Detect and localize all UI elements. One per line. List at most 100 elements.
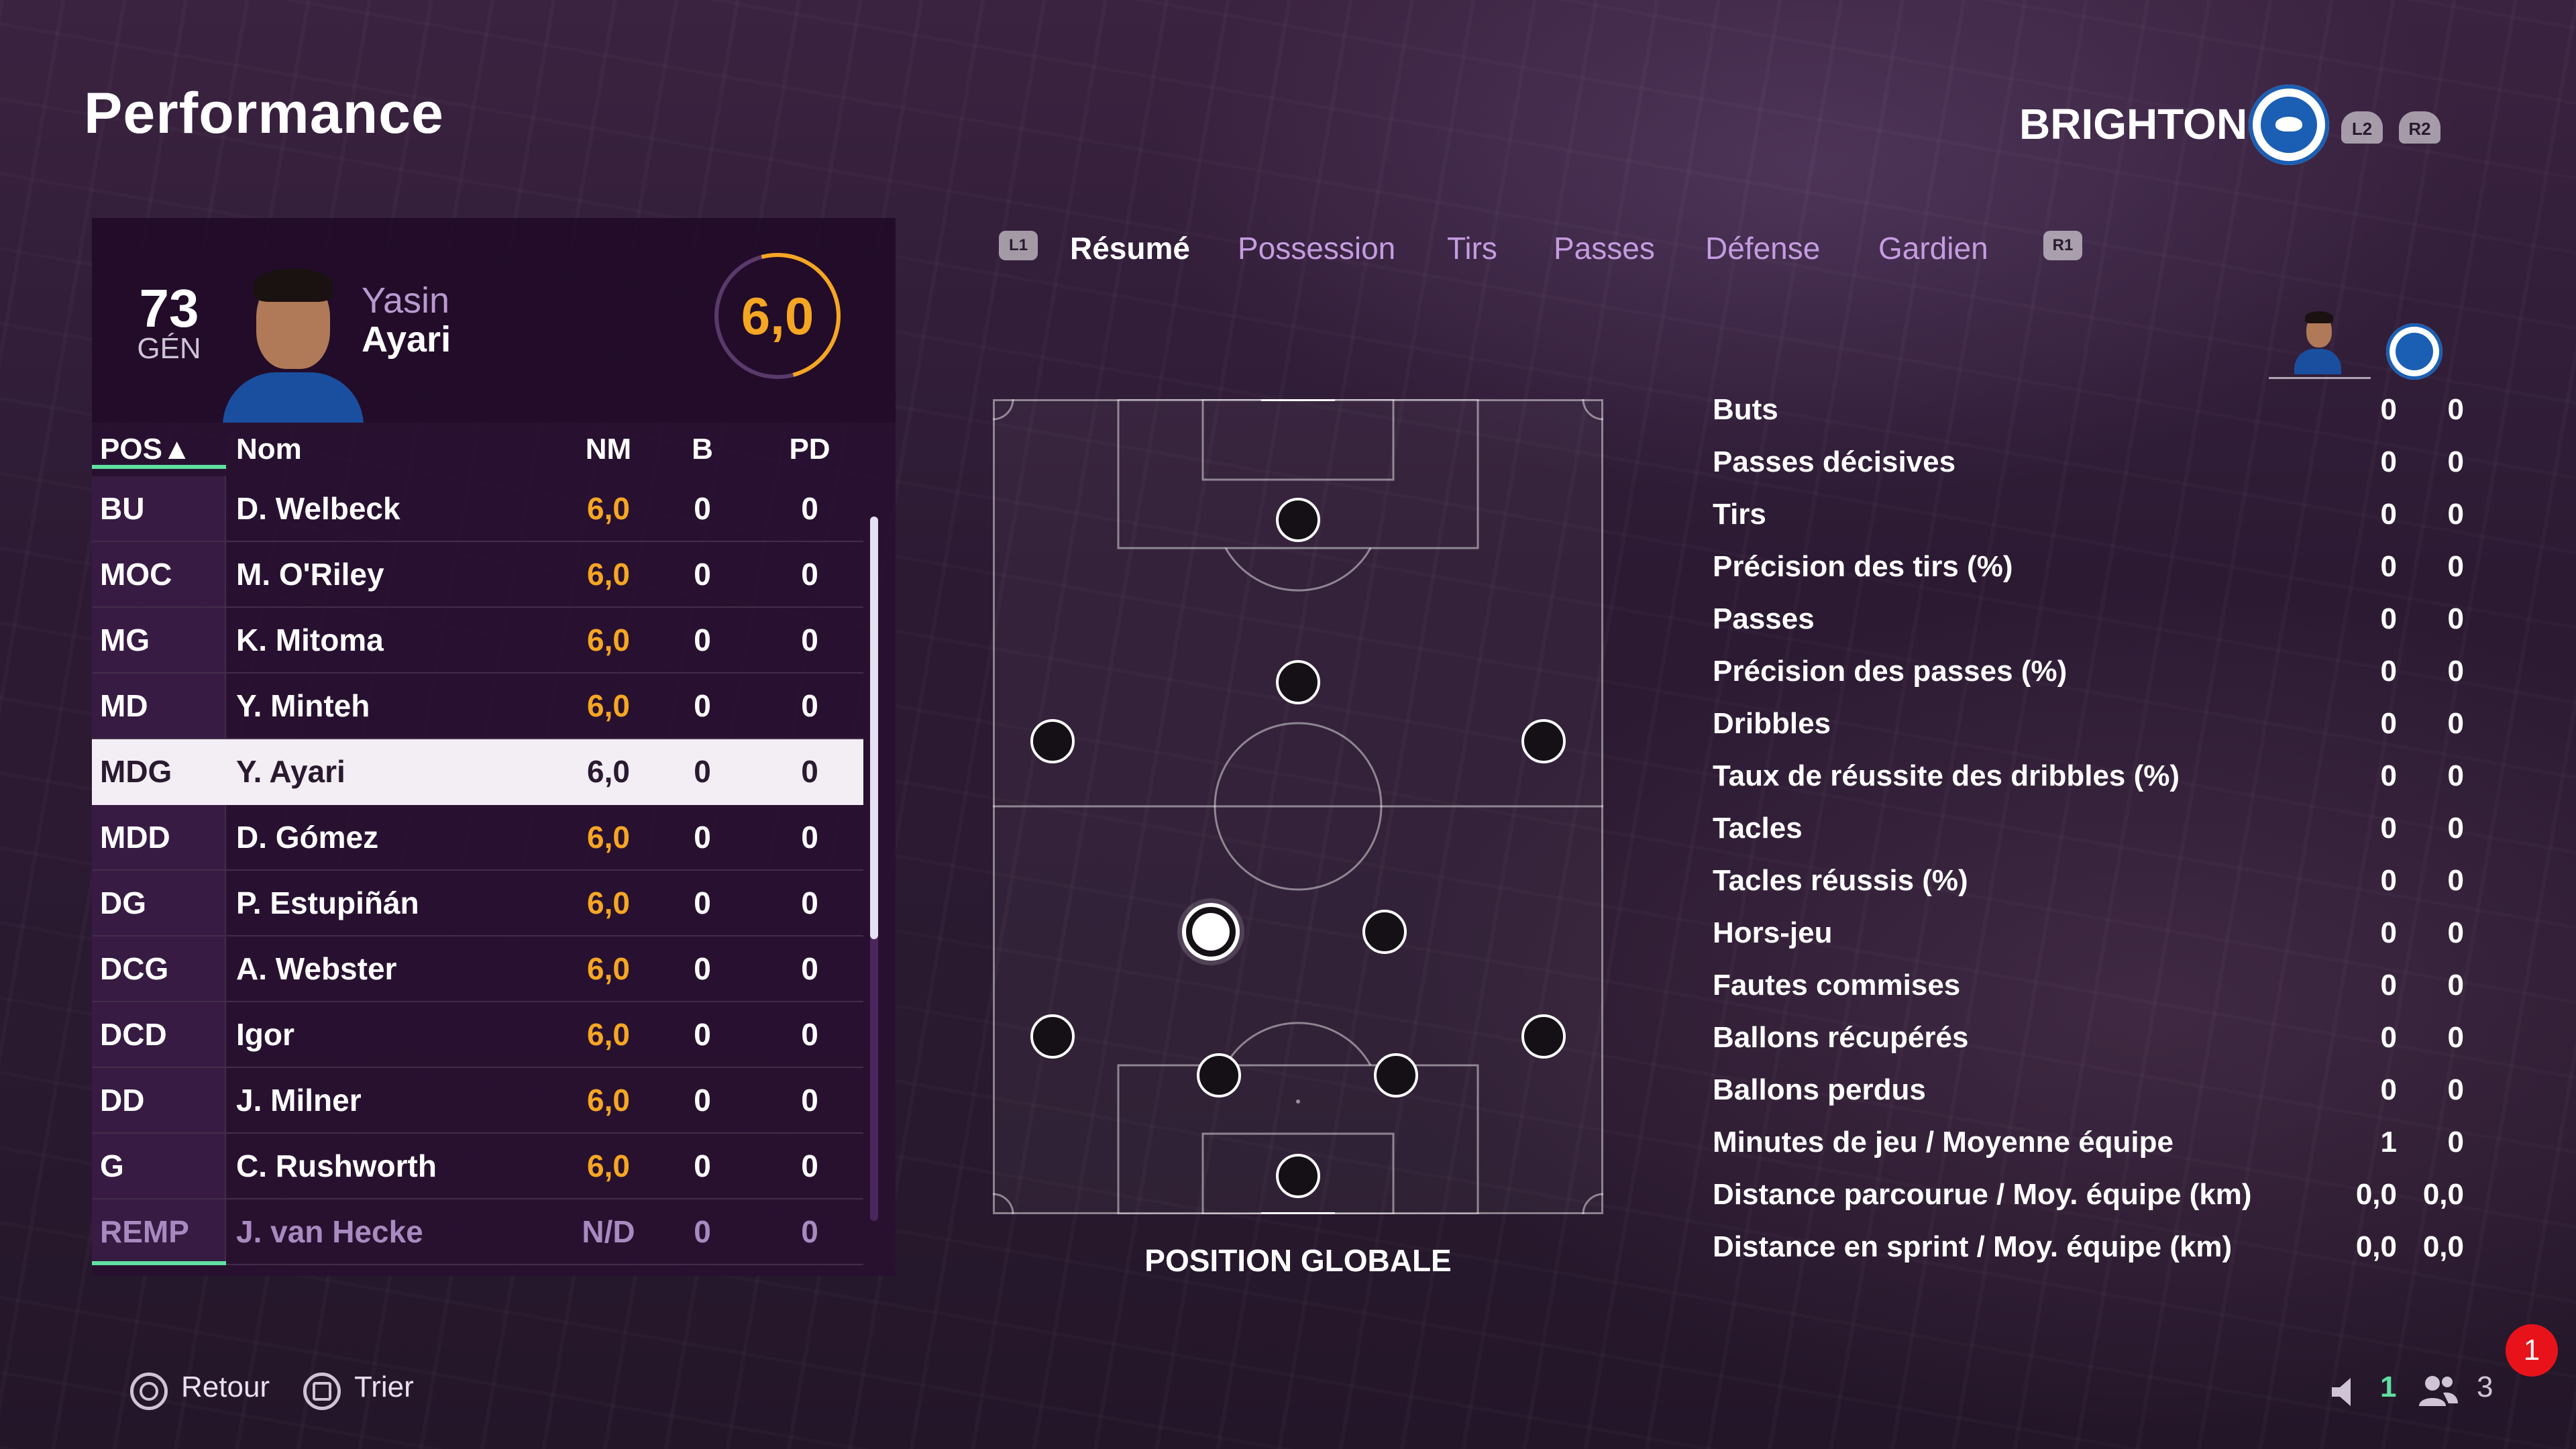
player-header: 73 GÉN Yasin Ayari 6,0	[92, 218, 896, 423]
row-position: MG	[100, 623, 150, 657]
stat-label: Passes décisives	[1713, 445, 1956, 478]
tab-défense[interactable]: Défense	[1705, 231, 1821, 266]
circle-button-icon[interactable]	[130, 1373, 168, 1410]
player-overall: 73	[139, 278, 199, 338]
sort-indicator	[92, 465, 226, 469]
row-rating: 6,0	[587, 754, 630, 789]
row-rating: N/D	[582, 1214, 635, 1249]
stat-team-value: 0	[2447, 445, 2464, 478]
stat-team-value: 0	[2447, 602, 2464, 635]
stat-player-value: 0	[2380, 1021, 2397, 1054]
brighton-crest-icon	[2249, 85, 2329, 165]
row-goals: 0	[694, 885, 711, 920]
stat-row: Précision des tirs (%) 0 0	[1713, 541, 2464, 593]
player-dot-mg	[1030, 719, 1075, 763]
row-goals: 0	[694, 1148, 711, 1183]
row-name: Y. Ayari	[236, 754, 345, 789]
stat-label: Précision des passes (%)	[1713, 655, 2068, 688]
row-rating: 6,0	[587, 491, 630, 526]
row-assists: 0	[801, 557, 818, 592]
row-position: MD	[100, 688, 148, 723]
player-last-name: Ayari	[362, 319, 451, 360]
row-position: DCD	[100, 1017, 167, 1052]
row-position: BU	[100, 491, 145, 526]
row-assists: 0	[801, 754, 818, 789]
stat-player-value: 1	[2380, 1126, 2397, 1159]
row-goals: 0	[694, 688, 711, 723]
tab-possession[interactable]: Possession	[1238, 231, 1396, 266]
stat-label: Taux de réussite des dribbles (%)	[1713, 759, 2180, 792]
header-name[interactable]: Nom	[236, 433, 302, 466]
row-goals: 0	[694, 820, 711, 855]
tab-résumé[interactable]: Résumé	[1070, 231, 1190, 266]
r1-button-icon[interactable]: R1	[2043, 231, 2082, 260]
stat-player-value: 0	[2380, 759, 2397, 792]
player-dot-dd	[1521, 1014, 1566, 1059]
sort-label[interactable]: Trier	[354, 1371, 414, 1403]
r2-button-icon[interactable]: R2	[2399, 111, 2440, 144]
table-row[interactable]: DCG A. Webster 6,0 0 0	[92, 936, 863, 1002]
row-assists: 0	[801, 1017, 818, 1052]
speaker-icon	[2332, 1378, 2351, 1406]
l1-button-icon[interactable]: L1	[999, 231, 1038, 260]
header-pd[interactable]: PD	[789, 433, 830, 466]
match-rating-ring: 6,0	[691, 229, 864, 402]
header-b[interactable]: B	[692, 433, 713, 466]
table-row[interactable]: DG P. Estupiñán 6,0 0 0	[92, 871, 863, 936]
tab-passes[interactable]: Passes	[1554, 231, 1655, 266]
stat-player-value: 0	[2380, 445, 2397, 478]
player-dot-md	[1521, 719, 1566, 763]
pitch-diagram	[993, 399, 1603, 1214]
stat-label: Fautes commises	[1713, 969, 1961, 1002]
player-overall-label: GÉN	[137, 332, 201, 365]
stat-team-value: 0,0	[2422, 1230, 2464, 1263]
stat-team-value: 0	[2447, 655, 2464, 688]
row-goals: 0	[694, 557, 711, 592]
square-button-icon[interactable]	[303, 1373, 341, 1410]
player-dot-mdg-selected	[1192, 913, 1230, 951]
table-row[interactable]: MD Y. Minteh 6,0 0 0	[92, 674, 863, 739]
l2-button-icon[interactable]: L2	[2341, 111, 2383, 144]
table-row[interactable]: MDD D. Gómez 6,0 0 0	[92, 805, 863, 871]
row-position: G	[100, 1148, 124, 1183]
table-row[interactable]: MDG Y. Ayari 6,0 0 0	[92, 739, 863, 805]
tab-tirs[interactable]: Tirs	[1447, 231, 1497, 266]
stat-player-value: 0	[2380, 916, 2397, 949]
stat-label: Ballons récupérés	[1713, 1021, 1969, 1054]
stat-row: Tirs 0 0	[1713, 488, 2464, 541]
table-row[interactable]: DD J. Milner 6,0 0 0	[92, 1068, 863, 1134]
stat-team-value: 0	[2447, 969, 2464, 1002]
tab-gardien[interactable]: Gardien	[1878, 231, 1988, 266]
table-row[interactable]: DCD Igor 6,0 0 0	[92, 1002, 863, 1068]
back-label[interactable]: Retour	[181, 1371, 270, 1403]
row-goals: 0	[694, 1214, 711, 1249]
table-row[interactable]: G C. Rushworth 6,0 0 0	[92, 1134, 863, 1199]
pitch-label: POSITION GLOBALE	[1144, 1243, 1452, 1278]
stat-player-value: 0	[2380, 655, 2397, 688]
player-dot-bu	[1276, 498, 1320, 542]
notification-badge[interactable]: 1	[2506, 1324, 2558, 1377]
stat-player-value: 0	[2380, 707, 2397, 740]
table-row[interactable]: MOC M. O'Riley 6,0 0 0	[92, 542, 863, 608]
header-nm[interactable]: NM	[585, 433, 632, 466]
stat-label: Tirs	[1713, 498, 1766, 531]
online-count: 1	[2380, 1371, 2397, 1403]
header-pos[interactable]: POS▲	[100, 433, 192, 466]
stat-row: Tacles 0 0	[1713, 802, 2464, 855]
stat-team-value: 0	[2447, 1073, 2464, 1106]
row-name: J. Milner	[236, 1083, 362, 1118]
row-name: K. Mitoma	[236, 623, 384, 657]
stat-label: Tacles réussis (%)	[1713, 864, 1968, 897]
player-mini-portrait	[2294, 310, 2341, 374]
row-goals: 0	[694, 491, 711, 526]
stat-row: Hors-jeu 0 0	[1713, 907, 2464, 959]
table-row[interactable]: MG K. Mitoma 6,0 0 0	[92, 608, 863, 674]
stat-team-value: 0	[2447, 812, 2464, 845]
row-rating: 6,0	[587, 820, 630, 855]
table-row[interactable]: REMP J. van Hecke N/D 0 0	[92, 1199, 863, 1265]
stat-player-value: 0	[2380, 602, 2397, 635]
table-header: POS▲ Nom NM B PD	[92, 423, 896, 476]
table-row[interactable]: BU D. Welbeck 6,0 0 0	[92, 476, 863, 542]
scrollbar-thumb[interactable]	[870, 517, 878, 939]
player-list-panel: 73 GÉN Yasin Ayari 6,0 POS▲ Nom NM B PD …	[92, 218, 896, 1276]
